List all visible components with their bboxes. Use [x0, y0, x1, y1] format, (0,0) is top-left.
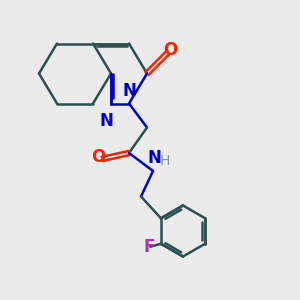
- Text: F: F: [143, 238, 154, 256]
- Text: N: N: [100, 112, 113, 130]
- Text: N: N: [122, 82, 136, 100]
- Text: N: N: [148, 149, 161, 167]
- Text: O: O: [163, 41, 178, 59]
- Text: O: O: [91, 148, 106, 166]
- Text: H: H: [159, 154, 170, 168]
